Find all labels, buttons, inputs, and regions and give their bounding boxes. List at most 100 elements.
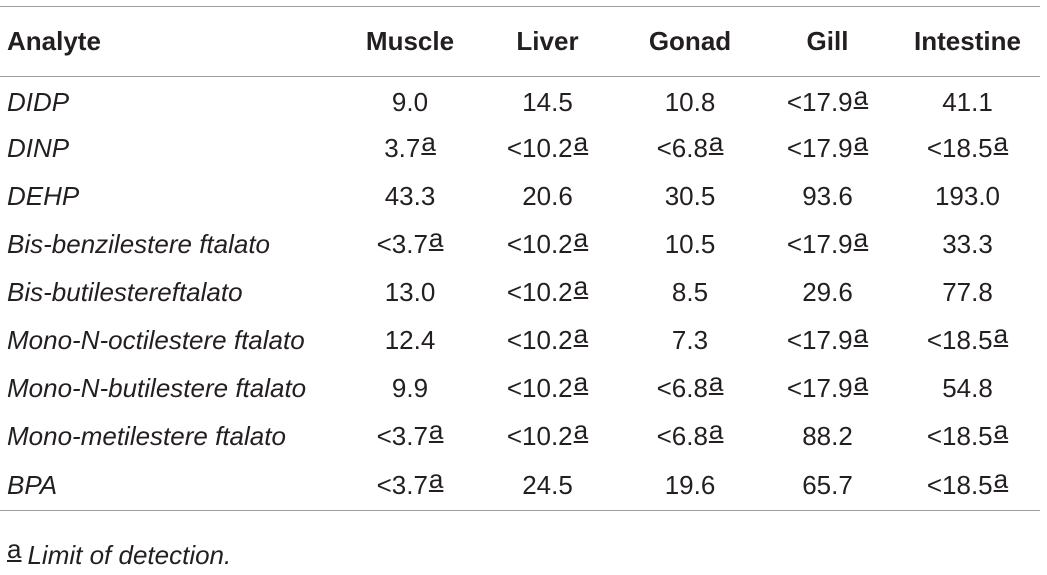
cell-liver: <10.2a bbox=[475, 365, 620, 413]
cell-gonad: 8.5 bbox=[620, 269, 760, 317]
table-body: DIDP 9.0 14.5 10.8 <17.9a 41.1 DINP 3.7a <10.2a <… bbox=[0, 77, 1040, 511]
cell-value: <3.7 bbox=[376, 469, 428, 500]
analyte-name: DIDP bbox=[7, 87, 70, 118]
cell-value: 77.8 bbox=[942, 277, 993, 307]
cell-gonad: 10.8 bbox=[620, 77, 760, 125]
cell-intestine: 33.3 bbox=[895, 221, 1040, 269]
cell-muscle: 9.0 bbox=[345, 77, 475, 125]
detection-limit-mark: a bbox=[428, 463, 444, 494]
cell-value: 24.5 bbox=[522, 469, 573, 500]
detection-limit-mark: a bbox=[573, 271, 589, 301]
cell-value: 65.7 bbox=[802, 469, 853, 500]
detection-limit-mark: a bbox=[573, 415, 589, 445]
cell-value: 20.6 bbox=[522, 181, 573, 211]
cell-gill: <17.9a bbox=[760, 365, 895, 413]
footnote-text: Limit of detection. bbox=[27, 540, 232, 570]
cell-liver: 14.5 bbox=[475, 77, 620, 125]
cell-value: <17.9 bbox=[786, 87, 853, 118]
cell-value: <10.2 bbox=[506, 277, 573, 307]
cell-value: 13.0 bbox=[384, 277, 436, 307]
table-row: DIDP 9.0 14.5 10.8 <17.9a 41.1 bbox=[0, 77, 1040, 125]
cell-value: <17.9 bbox=[786, 133, 853, 163]
cell-gill: <17.9a bbox=[760, 221, 895, 269]
cell-value: 9.0 bbox=[391, 87, 429, 118]
detection-limit-mark: a bbox=[853, 223, 869, 253]
cell-gill: <17.9a bbox=[760, 317, 895, 365]
cell-intestine: 41.1 bbox=[895, 77, 1040, 125]
cell-value: <18.5 bbox=[926, 421, 993, 451]
cell-liver: 20.6 bbox=[475, 173, 620, 221]
cell-liver: <10.2a bbox=[475, 413, 620, 461]
cell-gonad: 19.6 bbox=[620, 460, 760, 511]
cell-value: <18.5 bbox=[926, 325, 993, 355]
detection-limit-mark: a bbox=[993, 415, 1009, 445]
header-analyte: Analyte bbox=[7, 26, 101, 56]
cell-muscle: 12.4 bbox=[345, 317, 475, 365]
table-row: Mono-metilestere ftalato <3.7a <10.2a <6.8a… bbox=[0, 413, 1040, 461]
analyte-table: Analyte Muscle Liver Gonad Gill Intestin… bbox=[0, 6, 1040, 511]
table-row: Bis-benzilestere ftalato <3.7a <10.2a 10.5 <… bbox=[0, 221, 1040, 269]
cell-value: 43.3 bbox=[384, 181, 436, 211]
cell-muscle: 13.0 bbox=[345, 269, 475, 317]
detection-limit-mark: a bbox=[853, 319, 869, 349]
detection-limit-mark: a bbox=[428, 415, 444, 445]
cell-liver: <10.2a bbox=[475, 221, 620, 269]
detection-limit-mark: a bbox=[573, 319, 589, 349]
cell-value: 88.2 bbox=[802, 421, 853, 451]
cell-gill: <17.9a bbox=[760, 77, 895, 125]
detection-limit-mark: a bbox=[573, 223, 589, 253]
cell-value: 10.5 bbox=[664, 229, 716, 259]
detection-limit-mark: a bbox=[993, 127, 1009, 157]
cell-value: 3.7 bbox=[384, 133, 421, 163]
cell-value: <17.9 bbox=[786, 325, 853, 355]
cell-gill: 29.6 bbox=[760, 269, 895, 317]
header-intestine: Intestine bbox=[914, 26, 1021, 56]
analyte-name: DEHP bbox=[7, 181, 80, 211]
cell-value: 8.5 bbox=[671, 277, 709, 307]
cell-intestine: <18.5a bbox=[895, 125, 1040, 173]
cell-gill: 65.7 bbox=[760, 460, 895, 511]
cell-intestine: <18.5a bbox=[895, 317, 1040, 365]
analyte-name: Bis-butilestereftalato bbox=[7, 277, 243, 307]
detection-limit-mark: a bbox=[428, 223, 444, 253]
cell-liver: <10.2a bbox=[475, 125, 620, 173]
cell-liver: 24.5 bbox=[475, 460, 620, 511]
cell-intestine: 54.8 bbox=[895, 365, 1040, 413]
cell-value: <3.7 bbox=[376, 229, 428, 259]
table-row: Mono-N-octilestere ftalato 12.4 <10.2a 7.3 <… bbox=[0, 317, 1040, 365]
cell-value: 9.9 bbox=[391, 373, 429, 403]
cell-value: 30.5 bbox=[664, 181, 716, 211]
cell-muscle: <3.7a bbox=[345, 221, 475, 269]
analyte-name: Bis-benzilestere ftalato bbox=[7, 229, 271, 259]
analyte-name: Mono-metilestere ftalato bbox=[7, 421, 286, 451]
cell-value: 12.4 bbox=[384, 325, 436, 355]
header-gill: Gill bbox=[806, 26, 849, 56]
cell-intestine: 193.0 bbox=[895, 173, 1040, 221]
cell-value: 41.1 bbox=[942, 87, 993, 118]
detection-limit-mark: a bbox=[708, 415, 724, 445]
cell-intestine: 77.8 bbox=[895, 269, 1040, 317]
table-row: BPA <3.7a 24.5 19.6 65.7 <18.5a bbox=[0, 460, 1040, 511]
cell-muscle: 43.3 bbox=[345, 173, 475, 221]
cell-muscle: <3.7a bbox=[345, 413, 475, 461]
analyte-name: BPA bbox=[0, 460, 345, 511]
cell-value: <6.8 bbox=[656, 421, 708, 451]
cell-value: 93.6 bbox=[802, 181, 853, 211]
detection-limit-mark: a bbox=[853, 127, 869, 157]
detection-limit-mark: a bbox=[573, 367, 589, 397]
footnote-mark: a bbox=[7, 534, 22, 564]
table-header-row: Analyte Muscle Liver Gonad Gill Intestin… bbox=[0, 6, 1040, 77]
analyte-name: Mono-N-butilestere ftalato bbox=[7, 373, 307, 403]
analyte-name: Mono-N-octilestere ftalato bbox=[7, 325, 305, 355]
cell-value: 33.3 bbox=[942, 229, 993, 259]
detection-limit-mark: a bbox=[853, 367, 869, 397]
cell-value: 29.6 bbox=[802, 277, 853, 307]
header-gonad: Gonad bbox=[648, 26, 732, 56]
detection-limit-mark: a bbox=[421, 127, 436, 157]
cell-gonad: 10.5 bbox=[620, 221, 760, 269]
cell-gonad: <6.8a bbox=[620, 125, 760, 173]
table-row: DINP 3.7a <10.2a <6.8a <17.9a <18.5a bbox=[0, 125, 1040, 173]
cell-value: <17.9 bbox=[786, 229, 853, 259]
cell-muscle: <3.7a bbox=[345, 460, 475, 511]
cell-value: <6.8 bbox=[656, 373, 708, 403]
